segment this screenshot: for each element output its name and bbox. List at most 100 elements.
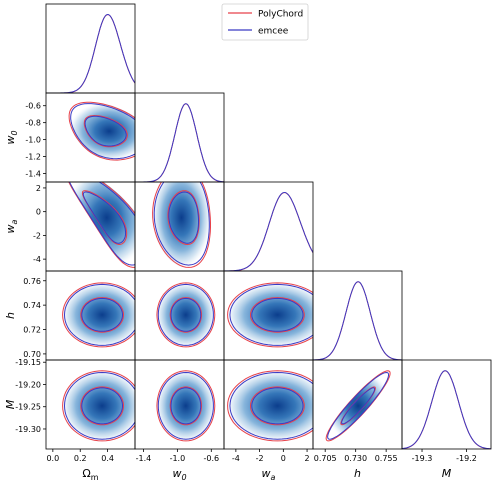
ytick-label-h: 0.74 [23,301,41,310]
ytick-label-w0: -1.4 [25,170,41,179]
density-fill [226,282,313,348]
contour-emcee-95 [63,371,135,440]
contour-emcee-68 [251,387,304,425]
contour-emcee-68 [341,387,376,425]
ytick-label-M: -19.25 [15,403,41,412]
xtick-label-Om: 0.2 [74,454,87,463]
panel-wa-Om [45,181,136,272]
density-fill [61,369,135,442]
panel-w0-w0 [134,92,225,183]
xtick-label-w0: -1.4 [136,454,152,463]
contour-polychord-68 [83,114,128,148]
panel-h-h [312,270,403,361]
ytick-label-M: -19.20 [15,380,41,389]
ylabel-M: M [4,399,17,409]
ytick-label-wa: 2 [36,184,41,193]
ytick-label-h: 0.76 [23,277,41,286]
panel-frame [134,92,225,183]
contour-polychord-95 [156,282,216,348]
panel-h-Om [45,270,136,361]
contour-polychord-95 [227,370,313,442]
xtick-label-wa: -4 [232,454,240,463]
marginal-polychord-M [402,370,491,449]
contour-emcee-95 [327,371,390,440]
ytick-label-w0: -0.6 [25,102,41,111]
marginal-emcee-w0 [135,103,224,182]
density-fill [325,369,391,442]
panel-frame [401,359,492,450]
xtick-label-h: 0.755 [375,454,398,463]
density-fill [68,182,135,269]
contour-polychord-68 [169,297,203,333]
xtick-label-wa: 2 [305,454,310,463]
panel-wa-w0 [134,181,225,272]
density-fill [156,369,216,442]
xtick-label-Om: 0.0 [46,454,59,463]
legend: PolyChord emcee [221,3,309,41]
xlabel-h: h [354,467,361,480]
marginal-emcee-h [313,281,402,360]
contour-polychord-95 [227,282,313,348]
contour-emcee-68 [84,115,127,147]
contour-polychord-68 [167,190,200,246]
panel-M-M [401,359,492,450]
ytick-label-M: -19.15 [15,358,41,367]
density-fill [156,282,216,348]
density-fill [68,101,135,161]
marginal-polychord-wa [224,192,313,271]
ytick-label-w0: -1.0 [25,136,41,145]
ytick-label-h: 0.72 [23,326,41,335]
ylabel-w0: w0 [4,130,19,144]
contour-emcee-68 [81,297,124,332]
xtick-label-h: 0.730 [344,454,367,463]
contour-emcee-68 [170,387,202,425]
contour-emcee-68 [251,297,304,332]
contour-emcee-68 [81,387,124,425]
xtick-label-Om: 0.4 [101,454,114,463]
contour-emcee-95 [229,371,313,440]
panel-w0-Om [45,92,136,183]
contour-polychord-95 [156,370,216,442]
panel-Om-Om [45,3,136,94]
xlabel-wa: wa [262,467,276,482]
xtick-label-h: 0.705 [314,454,337,463]
marginal-emcee-M [402,370,491,449]
ytick-label-M: -19.30 [15,425,41,434]
ytick-label-wa: -2 [33,231,41,240]
xlabel-w0: w0 [172,467,186,482]
xtick-label-w0: -0.6 [203,454,219,463]
contour-emcee-95 [157,371,214,440]
contour-polychord-68 [249,297,305,333]
contour-polychord-68 [80,386,125,426]
density-fill [61,282,135,348]
contour-polychord-95 [62,370,135,442]
contour-emcee-95 [229,283,313,346]
xtick-label-M: -19.2 [456,454,477,463]
ytick-label-wa: -4 [33,255,41,264]
contour-emcee-95 [70,103,135,160]
density-fill [226,369,313,442]
panel-M-h [312,359,403,450]
ytick-label-w0: -0.8 [25,119,41,128]
ytick-label-h: 0.70 [23,350,41,359]
legend-label-emcee: emcee [258,27,289,37]
panel-M-Om [45,359,136,450]
panel-M-w0 [134,359,225,450]
contour-polychord-95 [152,182,211,268]
panel-h-w0 [134,270,225,361]
contour-emcee-95 [157,283,214,346]
marginal-emcee-wa [224,192,313,271]
panel-wa-wa [223,181,314,272]
contour-emcee-68 [168,191,199,244]
contour-polychord-68 [169,386,203,426]
contour-polychord-68 [249,386,305,426]
xtick-label-wa: -2 [256,454,264,463]
xtick-label-wa: 0 [281,454,286,463]
contour-polychord-95 [62,282,135,348]
marginal-polychord-Om [46,14,135,93]
panel-frame [312,270,403,361]
contour-polychord-68 [81,190,128,245]
ytick-label-wa: 0 [36,208,41,217]
contour-emcee-95 [69,182,135,266]
